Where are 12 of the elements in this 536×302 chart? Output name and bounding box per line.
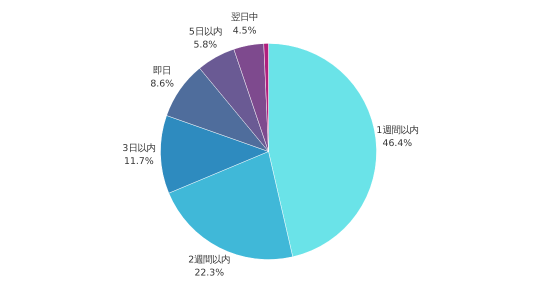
slice-label: 即日 [153, 65, 172, 76]
data-label: 5.8% [193, 40, 218, 51]
slice-label: 1週間以内 [376, 124, 418, 136]
data-label: 11.7% [124, 156, 154, 168]
slice-label: 5日以内 [188, 26, 222, 38]
slice-label: 翌日中 [231, 12, 258, 24]
data-label: 8.6% [150, 78, 174, 90]
slice-label: 3日以内 [122, 143, 156, 154]
slice-label: 2週間以内 [188, 254, 230, 266]
data-label: 46.4% [382, 138, 412, 149]
data-label: 22.3% [194, 268, 224, 279]
data-label: 4.5% [232, 25, 257, 36]
